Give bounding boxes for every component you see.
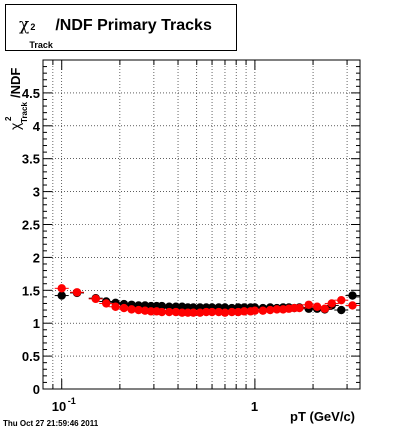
black-data-point — [57, 291, 66, 300]
title-rest: /NDF Primary Tracks — [55, 17, 212, 34]
axis-ticks — [42, 59, 360, 390]
y-label-rest: /NDF — [8, 68, 23, 98]
data-points — [54, 284, 360, 317]
chart-title: χ 2 Track/NDF Primary Tracks — [19, 15, 212, 50]
y-tick-label: 3 — [33, 185, 40, 200]
y-label-symbol: χ — [7, 122, 23, 130]
red-data-point — [134, 305, 143, 315]
red-data-point — [72, 288, 82, 297]
grid — [42, 60, 360, 389]
red-data-point — [119, 303, 129, 313]
title-symbol: χ — [19, 15, 30, 35]
black-data-point — [157, 301, 167, 311]
red-data-point — [327, 299, 336, 308]
black-data-point — [337, 305, 346, 315]
x-tick-label-exponent: -1 — [68, 396, 76, 406]
y-tick-label: 1 — [33, 316, 40, 331]
red-data-point — [258, 306, 268, 315]
axis-tick-labels: 0 0.5 1 1.5 2 2.5 3 3.5 4 4.5 10 -1 1 — [22, 86, 258, 414]
red-data-point — [295, 303, 304, 313]
y-tick-label: 4.5 — [22, 86, 40, 101]
y-tick-label: 1.5 — [22, 283, 40, 298]
y-label-subscript: Track — [20, 102, 29, 123]
red-data-point — [102, 299, 111, 308]
red-data-point — [265, 305, 275, 315]
x-axis-label: pT (GeV/c) — [290, 409, 356, 424]
red-data-point — [127, 305, 136, 314]
y-tick-label: 2.5 — [22, 218, 40, 233]
title-subscript: Track — [29, 40, 53, 50]
red-data-point — [348, 301, 357, 310]
red-data-point — [157, 307, 167, 317]
timestamp-footer: Thu Oct 27 21:59:46 2011 — [3, 419, 99, 428]
red-data-point — [250, 306, 260, 315]
red-data-point — [57, 284, 66, 293]
y-label-group: χ2 Track/NDF — [4, 68, 29, 130]
red-data-point — [312, 302, 322, 311]
y-tick-label: 0.5 — [22, 349, 40, 364]
red-data-point — [337, 295, 346, 305]
red-data-point — [214, 307, 223, 317]
black-data-point — [348, 291, 357, 300]
x-tick-label: 1 — [251, 399, 258, 414]
y-tick-label: 0 — [33, 382, 40, 397]
red-data-point — [91, 294, 100, 304]
x-tick-label: 10 — [52, 399, 66, 414]
red-data-point — [304, 300, 313, 309]
title-superscript: 2 — [30, 22, 36, 32]
y-tick-label: 4 — [33, 119, 41, 134]
y-label-superscript: 2 — [4, 116, 13, 121]
y-axis-label: χ2 Track/NDF — [4, 68, 29, 130]
red-data-point — [111, 302, 120, 311]
red-data-point — [195, 308, 205, 317]
red-data-point — [171, 307, 181, 317]
red-data-point — [320, 304, 329, 313]
y-tick-label: 2 — [33, 250, 40, 265]
y-tick-label: 3.5 — [22, 152, 40, 167]
title-box: χ 2 Track/NDF Primary Tracks — [5, 4, 237, 51]
red-data-point — [220, 308, 230, 317]
